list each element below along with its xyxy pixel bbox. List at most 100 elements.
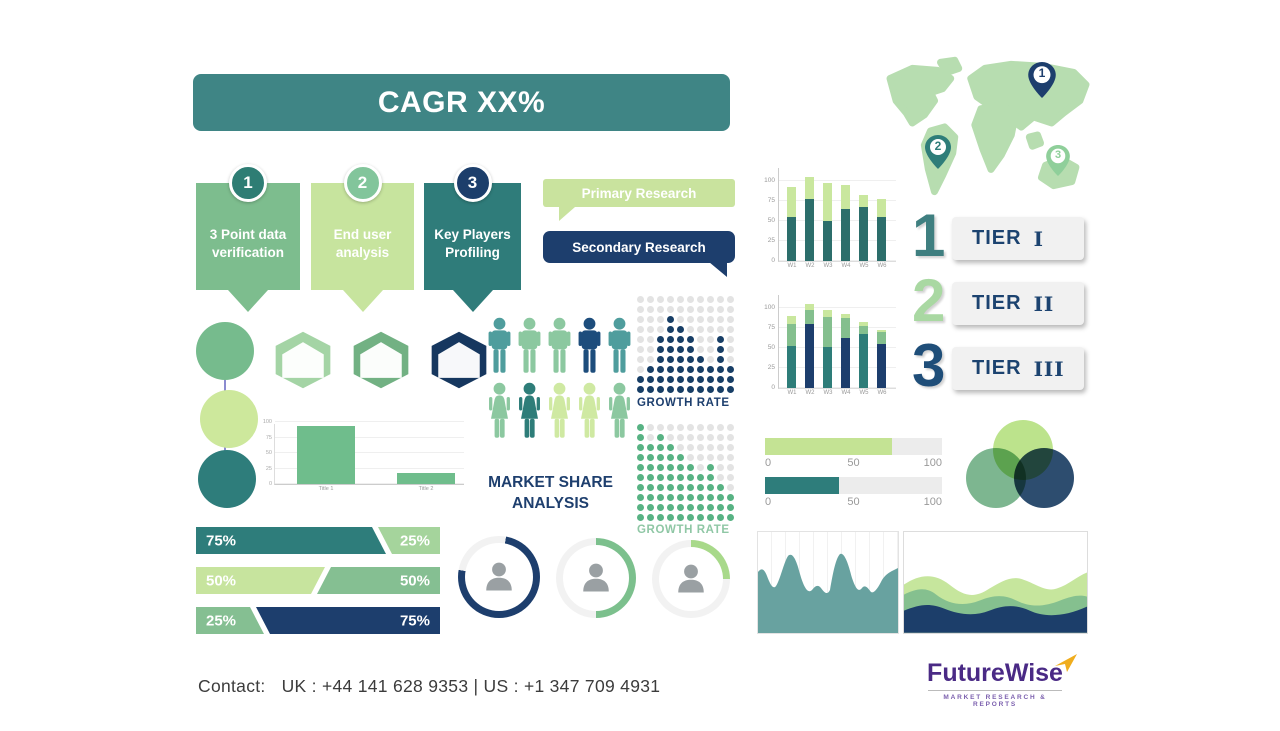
matrix-dot	[717, 504, 724, 511]
y-axis-tick: 75	[767, 197, 775, 204]
matrix-dot	[727, 316, 734, 323]
matrix-dot	[717, 386, 724, 393]
person-icon	[576, 382, 603, 440]
matrix-dot	[667, 474, 674, 481]
matrix-dot	[677, 366, 684, 373]
matrix-dot	[697, 464, 704, 471]
matrix-dot	[687, 444, 694, 451]
matrix-dot	[647, 504, 654, 511]
matrix-dot	[657, 484, 664, 491]
y-axis-tick: 75	[767, 324, 775, 331]
matrix-dot	[697, 316, 704, 323]
people-icons-row-2	[486, 382, 633, 440]
matrix-dot	[657, 386, 664, 393]
stacked-bar: W5	[859, 194, 869, 269]
matrix-dot	[707, 306, 714, 313]
matrix-dot	[697, 434, 704, 441]
matrix-dot	[707, 376, 714, 383]
matrix-dot	[667, 514, 674, 521]
y-axis-tick: 100	[764, 304, 775, 311]
bar-segment	[805, 177, 814, 199]
matrix-dot	[647, 424, 654, 431]
bar: Title 2	[397, 473, 455, 492]
matrix-dot	[717, 346, 724, 353]
bar-segment	[877, 332, 886, 344]
matrix-dot	[637, 514, 644, 521]
bar-segment	[787, 345, 796, 388]
progress-bar-1-ticks: 0 50 100	[765, 457, 942, 469]
futurewise-logo: FutureWise MARKET RESEARCH & REPORTS	[920, 654, 1077, 708]
bar-segment	[787, 324, 796, 346]
matrix-dot	[707, 336, 714, 343]
ribbon-tail	[342, 290, 383, 312]
matrix-dot	[677, 336, 684, 343]
matrix-dot	[647, 346, 654, 353]
matrix-dot	[717, 306, 724, 313]
tier-3-number: 3	[912, 332, 946, 399]
bar-segment	[823, 310, 832, 317]
contact-phones: UK : +44 141 628 9353 | US : +1 347 709 …	[281, 676, 661, 696]
matrix-dot	[637, 386, 644, 393]
paper-plane-icon	[1054, 654, 1077, 672]
x-axis-label: W1	[787, 263, 797, 269]
matrix-dot	[647, 386, 654, 393]
matrix-dot	[637, 504, 644, 511]
bar-segment	[805, 324, 814, 388]
matrix-dot	[697, 296, 704, 303]
hexagon-2	[348, 330, 414, 390]
primary-research-banner: Primary Research	[543, 179, 735, 221]
matrix-dot	[707, 504, 714, 511]
matrix-dot	[697, 504, 704, 511]
logo-wordmark: FutureWise	[927, 654, 1077, 688]
matrix-dot	[677, 474, 684, 481]
matrix-dot	[717, 316, 724, 323]
matrix-dot	[707, 474, 714, 481]
matrix-dot	[637, 494, 644, 501]
market-share-analysis-label: MARKET SHARE ANALYSIS	[488, 474, 613, 512]
matrix-dot	[657, 346, 664, 353]
matrix-dot	[667, 464, 674, 471]
matrix-dot	[727, 514, 734, 521]
x-axis-label: W6	[877, 390, 887, 396]
map-pin-1: 1	[1028, 62, 1056, 98]
stacked-bar: W4	[841, 185, 851, 269]
percent-label: 75%	[206, 532, 237, 549]
matrix-dot	[717, 326, 724, 333]
matrix-dot	[727, 434, 734, 441]
bar-segment	[805, 309, 814, 324]
matrix-dot	[687, 484, 694, 491]
bar-segment	[877, 329, 886, 332]
stacked-bar: W3	[823, 310, 833, 396]
matrix-dot	[667, 336, 674, 343]
x-axis-label: W2	[805, 390, 815, 396]
ribbon-3-point-data-verification: 1 3 Point data verification	[196, 164, 300, 312]
matrix-dot	[687, 376, 694, 383]
matrix-dot	[727, 356, 734, 363]
matrix-dot	[717, 464, 724, 471]
matrix-dot	[697, 454, 704, 461]
matrix-dot	[697, 386, 704, 393]
matrix-dot	[707, 424, 714, 431]
stacked-bar: W4	[841, 313, 851, 396]
matrix-dot	[697, 514, 704, 521]
matrix-dot	[697, 444, 704, 451]
person-icon	[606, 382, 633, 440]
person-icon	[486, 317, 513, 375]
donut-ring-50	[556, 538, 636, 618]
contact-label: Contact:	[198, 676, 266, 696]
matrix-dot	[647, 366, 654, 373]
x-axis-label: W4	[841, 390, 851, 396]
bar-segment	[841, 337, 850, 388]
ribbon-label: 3 Point data verification	[209, 226, 287, 260]
matrix-dot	[687, 346, 694, 353]
matrix-dot	[667, 444, 674, 451]
person-icon	[516, 382, 543, 440]
bar-segment	[841, 209, 850, 261]
tier-1-number: 1	[912, 202, 946, 269]
matrix-dot	[657, 474, 664, 481]
matrix-dot	[677, 356, 684, 363]
ribbon-tail	[452, 290, 493, 312]
matrix-dot	[727, 386, 734, 393]
matrix-dot	[697, 346, 704, 353]
y-axis-tick: 50	[767, 344, 775, 351]
